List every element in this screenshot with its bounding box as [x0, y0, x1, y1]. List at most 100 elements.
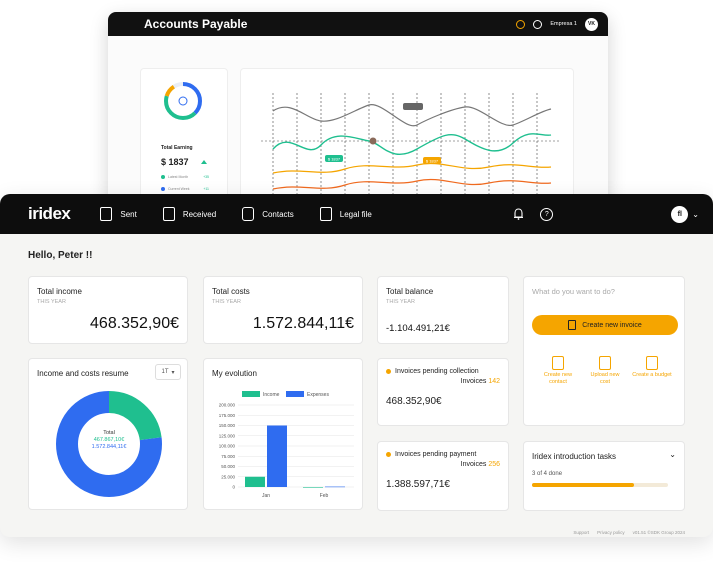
iridex-dashboard-window: iridex Sent Received Contacts Legal file	[0, 194, 713, 537]
notification-icon[interactable]	[516, 19, 526, 29]
y-tick-label: 100.000	[219, 444, 236, 449]
privacy-policy-link[interactable]: Privacy policy	[597, 530, 625, 535]
accounts-payable-topbar: Accounts Payable Empresa 1 VK	[108, 12, 608, 36]
chevron-down-icon: ▾	[171, 369, 175, 376]
avatar[interactable]: VK	[585, 17, 598, 31]
iridex-logo[interactable]: iridex	[28, 204, 71, 224]
chevron-down-icon[interactable]: ⌄	[669, 450, 676, 459]
invoices-count: 256	[488, 461, 500, 468]
help-icon[interactable]: ?	[540, 207, 554, 221]
sent-document-icon	[100, 207, 113, 221]
accounts-payable-window: Accounts Payable Empresa 1 VK Total Earn…	[108, 12, 608, 212]
card-period: THIS YEAR	[212, 299, 241, 305]
legend-dot-icon	[161, 187, 165, 191]
donut-center-labels: Total 467.867,10€ 1.572.844,11€	[54, 430, 164, 451]
pending-payment-title: Invoices pending payment	[395, 451, 477, 458]
support-link[interactable]: Support	[573, 530, 590, 535]
help-icon[interactable]	[533, 19, 543, 29]
create-new-contact-button[interactable]: Create new contact	[538, 356, 578, 386]
bar-income-jan	[245, 476, 265, 487]
series-line-green	[272, 133, 552, 155]
donut-total-label: Total	[103, 430, 115, 436]
trend-up-icon	[201, 160, 207, 164]
income-costs-donut-chart	[56, 391, 162, 497]
nav-item-sent[interactable]: Sent	[100, 207, 137, 221]
quick-actions-card: What do you want to do? Create new invoi…	[523, 276, 685, 426]
invoices-pending-collection-card[interactable]: Invoices pending collection Invoices 142…	[377, 358, 509, 426]
y-tick-label: 0	[232, 485, 235, 490]
status-dot-icon	[386, 369, 391, 374]
pending-payment-header: Invoices pending payment	[386, 451, 476, 458]
card-title: Total income	[37, 287, 82, 296]
y-tick-label: 125.000	[219, 433, 236, 438]
x-tick-label: Jan	[262, 493, 270, 499]
intro-tasks-title: Iridex introduction tasks	[532, 452, 617, 461]
earning-legend-item: Latest Month +35	[161, 175, 209, 179]
status-dot-icon	[386, 452, 391, 457]
total-income-card[interactable]: Total income THIS YEAR 468.352,90€	[28, 276, 188, 344]
avatar: fl	[671, 205, 689, 223]
nav-item-legal-file[interactable]: Legal file	[319, 207, 372, 221]
card-title: Total costs	[212, 287, 250, 296]
y-tick-label: 50.000	[221, 464, 235, 469]
donut-income-value: 467.867,10€	[93, 437, 125, 443]
accounts-payable-title: Accounts Payable	[144, 17, 248, 31]
donut-slice-costs	[56, 391, 162, 497]
pending-collection-header: Invoices pending collection	[386, 368, 479, 375]
chevron-down-icon: ⌄	[692, 209, 699, 219]
budget-icon	[646, 356, 658, 370]
chart-marker	[369, 137, 377, 145]
total-income-value: 468.352,90€	[90, 315, 179, 332]
y-tick-label: 75.000	[221, 454, 235, 459]
footer-links: Support Privacy policy v01.51 ©SDK Group…	[573, 530, 685, 535]
my-evolution-card: My evolution 0 25.000 50.000 75.000 100.000 1…	[203, 358, 363, 510]
series-line-red	[272, 178, 552, 190]
pending-payment-count: Invoices 256	[461, 461, 500, 468]
create-budget-button[interactable]: Create a budget	[632, 356, 672, 379]
nav-label: Received	[182, 209, 217, 219]
pending-collection-count: Invoices 142	[461, 378, 500, 385]
income-costs-resume-card: Income and costs resume 1T ▾ Total 467.8…	[28, 358, 188, 510]
quick-actions-title: What do you want to do?	[532, 287, 615, 296]
nav-label: Contacts	[262, 209, 294, 219]
button-label: Create new invoice	[582, 321, 642, 329]
y-tick-label: 175.000	[219, 413, 236, 418]
user-menu[interactable]: fl ⌄	[671, 205, 699, 223]
total-balance-card[interactable]: Total balance THIS YEAR -1.104.491,21€	[377, 276, 509, 344]
upload-cost-icon	[599, 356, 611, 370]
company-name[interactable]: Empresa 1	[550, 21, 577, 27]
create-new-invoice-button[interactable]: Create new invoice	[532, 315, 678, 335]
series-line-grey	[272, 104, 552, 127]
upload-new-cost-button[interactable]: Upload new cost	[585, 356, 625, 386]
y-tick-label: 150.000	[219, 423, 236, 428]
series-line-orange	[272, 162, 552, 174]
my-evolution-bar-chart: 0 25.000 50.000 75.000 100.000 125.000 150.000…	[219, 391, 354, 499]
legend-swatch	[286, 391, 304, 397]
earnings-line-chart-card: $ 1837 $ 1837	[240, 68, 574, 209]
total-costs-value: 1.572.844,11€	[252, 315, 354, 332]
invoices-label: Invoices	[460, 461, 487, 468]
bell-icon[interactable]	[513, 208, 524, 220]
nav-item-received[interactable]: Received	[162, 207, 217, 221]
total-earning-value: $ 1837	[161, 157, 189, 167]
top-navbar: iridex Sent Received Contacts Legal file	[0, 194, 713, 234]
invoices-count: 142	[488, 378, 500, 385]
period-select[interactable]: 1T ▾	[155, 364, 181, 380]
total-costs-card[interactable]: Total costs THIS YEAR 1.572.844,11€	[203, 276, 363, 344]
intro-tasks-card: Iridex introduction tasks ⌄ 3 of 4 done	[523, 441, 685, 511]
legend-label: Expenses	[307, 392, 329, 398]
nav-label: Sent	[120, 209, 137, 219]
nav-item-contacts[interactable]: Contacts	[242, 207, 294, 221]
intro-tasks-progress-bar	[532, 483, 668, 487]
action-label: Create new contact	[543, 372, 573, 385]
invoices-pending-payment-card[interactable]: Invoices pending payment Invoices 256 1.…	[377, 441, 509, 511]
card-period: THIS YEAR	[386, 299, 415, 305]
version-text: v01.51 ©SDK Group 2024	[632, 530, 685, 535]
chart-tag-orange-label: $ 1837	[426, 159, 439, 164]
earnings-line-chart: $ 1837 $ 1837	[261, 93, 561, 209]
legal-file-icon	[319, 207, 332, 221]
earning-legend-item: Current Week +11	[161, 187, 209, 191]
action-label: Create a budget	[632, 372, 672, 378]
legend-amount: +35	[203, 175, 209, 179]
